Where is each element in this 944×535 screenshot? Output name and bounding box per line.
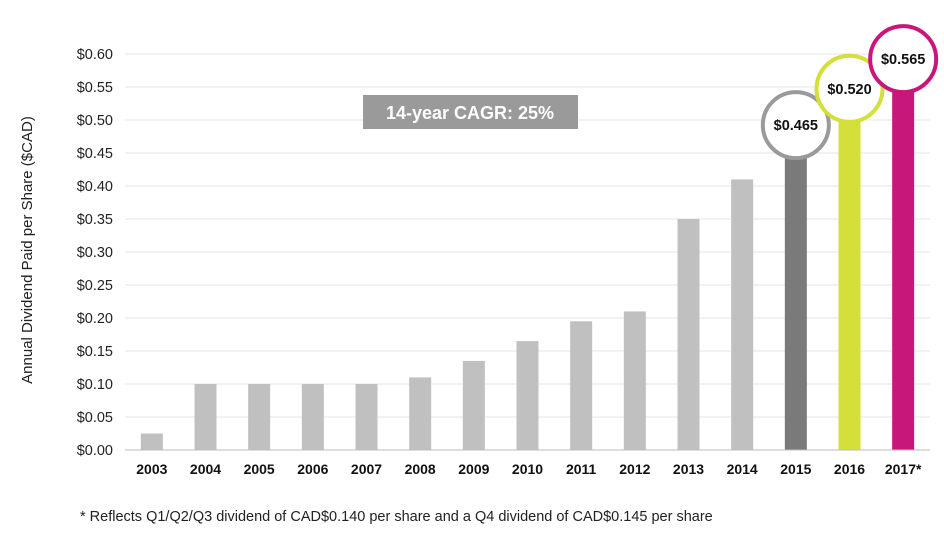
data-label: $0.465 <box>774 118 818 134</box>
y-tick-label: $0.45 <box>77 146 113 162</box>
bar-2007 <box>355 384 378 450</box>
x-tick-label: 2004 <box>190 461 221 477</box>
y-tick-label: $0.30 <box>77 245 113 261</box>
bar-2008 <box>409 377 432 450</box>
bar-2004 <box>194 384 217 450</box>
y-tick-label: $0.40 <box>77 179 113 195</box>
x-tick-label: 2012 <box>619 461 650 477</box>
bar-2015 <box>784 143 807 450</box>
y-axis-label: Annual Dividend Paid per Share ($CAD) <box>19 116 36 384</box>
x-tick-label: 2015 <box>780 461 811 477</box>
y-tick-label: $0.55 <box>77 80 113 96</box>
x-tick-label: 2003 <box>136 461 167 477</box>
x-tick-label: 2006 <box>297 461 328 477</box>
y-axis-ticks: $0.00 $0.05 $0.10 $0.15 $0.20 $0.25 $0.30 $0.35… <box>77 47 113 459</box>
bar-2016 <box>838 106 861 451</box>
x-tick-label: 2009 <box>458 461 489 477</box>
bar-2010 <box>516 341 539 450</box>
bar-2006 <box>301 384 324 450</box>
bar-2003 <box>140 433 163 450</box>
cagr-annotation-box <box>363 95 578 129</box>
cagr-annotation-text: 14-year CAGR: 25% <box>386 103 554 123</box>
y-tick-label: $0.35 <box>77 212 113 228</box>
y-tick-label: $0.50 <box>77 113 113 129</box>
x-tick-label: 2016 <box>834 461 865 477</box>
x-tick-label: 2010 <box>512 461 543 477</box>
data-labels: $0.465 $0.520 $0.565 <box>760 24 939 161</box>
y-tick-label: $0.10 <box>77 377 113 393</box>
x-axis-ticks: 2003 2004 2005 2006 2007 2008 2009 2010 2011 2012… <box>136 461 922 477</box>
y-tick-label: $0.60 <box>77 47 113 63</box>
y-tick-label: $0.05 <box>77 410 113 426</box>
y-tick-label: $0.25 <box>77 278 113 294</box>
cagr-annotation: 14-year CAGR: 25% <box>363 95 578 129</box>
bars <box>140 77 915 451</box>
bar-2013 <box>677 219 700 450</box>
data-label-ring <box>868 24 939 95</box>
x-tick-label: 2005 <box>244 461 275 477</box>
data-label-ring <box>760 90 831 161</box>
x-tick-label: 2014 <box>727 461 758 477</box>
x-tick-label: 2011 <box>566 461 597 477</box>
data-label: $0.565 <box>881 52 925 68</box>
y-tick-label: $0.15 <box>77 344 113 360</box>
bar-2014 <box>731 179 754 450</box>
bar-2017 <box>892 77 915 450</box>
x-tick-label: 2008 <box>405 461 436 477</box>
y-tick-label: $0.20 <box>77 311 113 327</box>
x-tick-label: 2017* <box>885 461 922 477</box>
x-tick-label: 2007 <box>351 461 382 477</box>
data-label-ring <box>814 53 885 124</box>
data-label: $0.520 <box>827 82 871 98</box>
bar-2011 <box>570 321 593 450</box>
bar-2012 <box>623 311 646 450</box>
y-tick-label: $0.00 <box>77 443 113 459</box>
dividend-bar-chart: $0.00 $0.05 $0.10 $0.15 $0.20 $0.25 $0.30 $0.35… <box>19 24 939 477</box>
bar-2009 <box>462 360 485 450</box>
x-tick-label: 2013 <box>673 461 704 477</box>
bar-2005 <box>248 384 271 450</box>
footnote: * Reflects Q1/Q2/Q3 dividend of CAD$0.14… <box>80 509 713 525</box>
